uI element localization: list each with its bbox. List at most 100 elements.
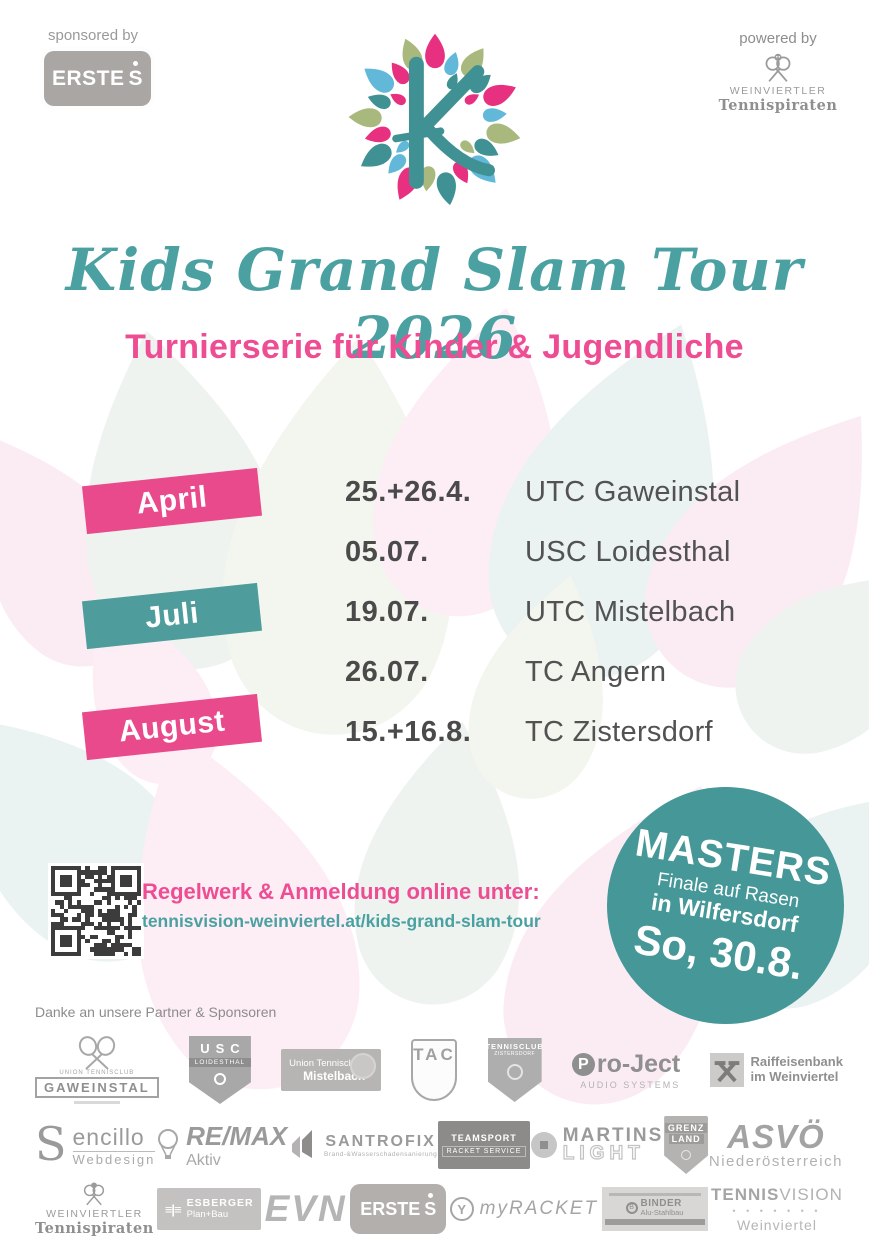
house-icon: [291, 1130, 312, 1158]
event-venue: UTC Mistelbach: [525, 596, 736, 628]
raiffeisen-line1: Raiffeisenbank: [750, 1054, 843, 1070]
project-sub: AUDIO SYSTEMS: [580, 1080, 681, 1090]
tennispiraten-region: WEINVIERTLER: [729, 85, 827, 97]
sponsored-by-label: sponsored by: [48, 27, 139, 44]
kids-grand-slam-logo: [348, 33, 523, 207]
project-p-icon: P: [571, 1053, 595, 1076]
partner-logo-binder: B BINDER Alu-Stahlbau: [601, 1187, 708, 1231]
tennis-ball-icon: [350, 1053, 377, 1079]
partner-logo-evn: EVN: [264, 1188, 347, 1229]
partner-row-1: UNION TENNISCLUB GAWEINSTAL USC LOIDESTH…: [35, 1030, 843, 1110]
partner-logo-mistelbach: Union Tennisclub Mistelbach: [281, 1049, 382, 1091]
lamp-icon: [530, 1132, 557, 1158]
esberger-sub: Plan+Bau: [186, 1208, 229, 1220]
event-row: 25.+26.4. UTC Gaweinstal: [345, 476, 740, 509]
partner-logo-grenzland: GRENZ LAND: [664, 1116, 709, 1174]
tennisvision-dots: • • • • • • •: [732, 1206, 822, 1216]
erste-sponsor-logo: ERSTE S: [44, 51, 151, 106]
esberger-bars-icon: ≡|≡: [164, 1201, 182, 1217]
tennispiraten-logo: WEINVIERTLER Tennispiraten: [719, 52, 837, 114]
binder-top-line: [608, 1192, 701, 1196]
k-letter: [392, 56, 495, 189]
mistelbach-line2: Mistelbach: [303, 1068, 366, 1083]
partner-logo-remax: RE/MAX Aktiv: [156, 1121, 287, 1170]
event-date: 19.07.: [345, 596, 429, 628]
sencillo-sub: Webdesign: [72, 1150, 156, 1167]
asvo-sub: Niederösterreich: [708, 1153, 843, 1170]
event-row: 05.07. USC Loidesthal: [345, 536, 731, 569]
partner-logo-teamsport: TEAMSPORT RACKET SERVICE: [438, 1121, 531, 1169]
tennisvision-light: VISION: [779, 1185, 843, 1204]
crossed-rackets-icon: [78, 1036, 115, 1070]
myracket-icon: Y: [449, 1197, 474, 1221]
martins-line2: LIGHT: [562, 1143, 645, 1164]
event-venue: TC Angern: [525, 656, 667, 688]
binder-circle-icon: B: [625, 1201, 638, 1214]
pirate-rackets-icon: [765, 53, 791, 82]
tennispiraten-name: Tennispiraten: [718, 97, 838, 114]
event-venue: TC Zistersdorf: [525, 716, 713, 748]
event-date: 25.+26.4.: [345, 476, 472, 508]
partner-logo-sencillo: S encillo Webdesign: [35, 1117, 156, 1172]
powered-by-label: powered by: [739, 30, 817, 47]
partner-logo-gaweinstal: UNION TENNISCLUB GAWEINSTAL: [35, 1036, 159, 1104]
tennispiraten-region: WEINVIERTLER: [46, 1208, 143, 1220]
binder-sub: Alu-Stahlbau: [640, 1207, 684, 1217]
registration-heading: Regelwerk & Anmeldung online unter:: [142, 879, 540, 904]
partner-logo-raiffeisen: Raiffeisenbank im Weinviertel: [710, 1053, 843, 1087]
binder-name: BINDER: [640, 1197, 682, 1209]
partners-heading: Danke an unsere Partner & Sponsoren: [35, 1004, 277, 1020]
sparkasse-s-icon: S: [424, 1192, 437, 1219]
balloon-icon: [158, 1129, 179, 1159]
tennisvision-bold: TENNIS: [710, 1185, 780, 1204]
event-date: 05.07.: [345, 536, 429, 568]
partner-logo-usc-loidesthal: USC LOIDESTHAL: [188, 1036, 251, 1104]
event-row: 26.07. TC Angern: [345, 656, 666, 689]
partner-logo-tennisvision: TENNIS VISION • • • • • • • Weinviertel: [711, 1185, 843, 1233]
zistersdorf-line2: ZISTERSDORF: [494, 1051, 536, 1057]
partner-logo-santrofix: SANTROFIX Brand-&Wasserschadensanierung: [288, 1128, 437, 1162]
binder-bottom-bar: [604, 1219, 705, 1226]
partner-logo-esberger: ≡|≡ ESBERGER Plan+Bau: [157, 1188, 262, 1230]
partner-logo-tennispiraten: WEINVIERTLER Tennispiraten: [35, 1181, 154, 1237]
page-title: Kids Grand Slam Tour 2026: [65, 236, 804, 372]
sencillo-s: S: [35, 1117, 67, 1172]
partner-logo-asvo: ASVÖ Niederösterreich: [709, 1120, 843, 1170]
usc-letters: USC: [200, 1041, 246, 1056]
grenzland-line2: LAND: [668, 1134, 704, 1144]
page-subtitle: Turnierserie für Kinder & Jugendliche: [125, 328, 744, 366]
tennisvision-region: Weinviertel: [736, 1217, 817, 1233]
sparkasse-s-icon: S: [128, 60, 144, 90]
remax-sub: Aktiv: [186, 1151, 221, 1169]
teamsport-name: TEAMSPORT: [451, 1133, 517, 1143]
event-venue: UTC Gaweinstal: [525, 476, 741, 508]
martins-line1: MARTINS: [562, 1124, 664, 1146]
remax-name: RE/MAX: [186, 1120, 288, 1151]
tennis-ball-icon: [681, 1150, 692, 1160]
esberger-name: ESBERGER: [186, 1197, 254, 1209]
event-row: 15.+16.8. TC Zistersdorf: [345, 716, 713, 749]
gaweinstal-club-label: UNION TENNISCLUB: [59, 1070, 135, 1076]
zistersdorf-line1: TENNISCLUB: [485, 1042, 544, 1051]
gable-cross-icon: [710, 1053, 745, 1087]
gaweinstal-name: GAWEINSTAL: [35, 1077, 159, 1098]
santrofix-sub: Brand-&Wasserschadensanierung: [323, 1150, 438, 1158]
grenzland-line1: GRENZ: [664, 1123, 708, 1133]
usc-name: LOIDESTHAL: [188, 1058, 251, 1067]
registration-url: tennisvision-weinviertel.at/kids-grand-s…: [142, 911, 541, 931]
erste-logo-text: ERSTE: [51, 66, 125, 90]
tennispiraten-name: Tennispiraten: [35, 1220, 154, 1237]
partner-logo-martins-light: MARTINS LIGHT: [530, 1124, 664, 1164]
raiffeisen-line2: im Weinviertel: [750, 1069, 839, 1084]
tennis-ball-icon: [213, 1073, 226, 1085]
sencillo-name: encillo: [72, 1123, 145, 1150]
partner-logo-erste: ERSTE S: [350, 1184, 447, 1234]
qr-code: [48, 863, 144, 959]
santrofix-name: SANTROFIX: [325, 1132, 436, 1150]
event-venue: USC Loidesthal: [525, 536, 731, 568]
teamsport-sub: RACKET SERVICE: [441, 1146, 527, 1157]
myracket-name: myRACKET: [479, 1198, 599, 1219]
event-date: 26.07.: [345, 656, 429, 688]
partner-logo-zistersdorf: TENNISCLUB ZISTERSDORF: [485, 1038, 544, 1102]
